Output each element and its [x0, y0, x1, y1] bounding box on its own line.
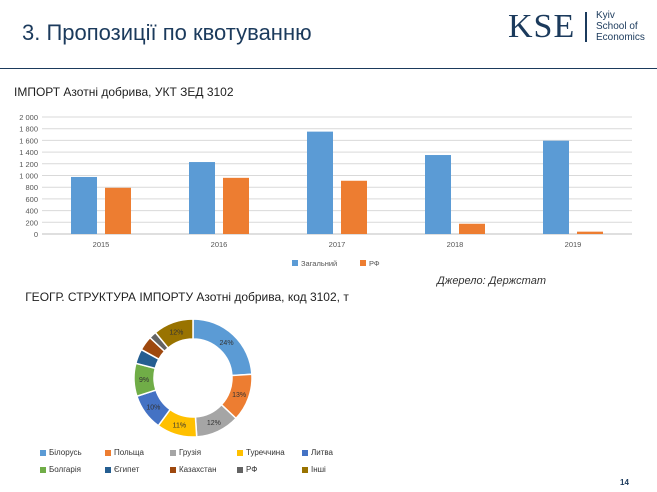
logo-line-1: Kyiv: [596, 10, 615, 21]
x-tick-label: 2016: [211, 240, 228, 249]
y-tick-label: 400: [25, 207, 38, 216]
x-tick-label: 2015: [93, 240, 110, 249]
legend-label: Інші: [311, 465, 326, 474]
legend-label: Казахстан: [179, 465, 217, 474]
bar-2015-0: [71, 176, 97, 234]
legend-swatch: [40, 449, 46, 456]
legend-item: Грузія: [170, 448, 201, 457]
slice-label: 24%: [220, 340, 234, 347]
legend-label: Польща: [114, 448, 144, 457]
page-number: 14: [620, 478, 629, 487]
logo-divider: [585, 12, 587, 42]
y-tick-label: 200: [25, 218, 38, 227]
legend-swatch: [237, 449, 243, 456]
x-tick-label: 2017: [329, 240, 346, 249]
legend-label: Білорусь: [49, 448, 82, 457]
bar-2018-1: [459, 223, 485, 234]
y-tick-label: 1 200: [19, 160, 38, 169]
legend-item: РФ: [237, 465, 257, 474]
legend-label: РФ: [246, 465, 258, 474]
y-tick-label: 1 000: [19, 172, 38, 181]
logo-text: Kyiv School of Economics: [596, 10, 645, 43]
y-tick-label: 600: [25, 195, 38, 204]
slice-label: 9%: [139, 377, 149, 384]
legend-swatch: [170, 466, 176, 473]
slice-label: 11%: [173, 423, 187, 430]
legend-item: Білорусь: [40, 448, 82, 457]
bar-2015-1: [105, 187, 131, 234]
geo-donut-chart: 24% 13% 12% 11% 10% 9% 12%: [133, 318, 253, 438]
legend-label: Туреччина: [246, 448, 285, 457]
legend-swatch: [360, 260, 366, 266]
header-divider: [0, 68, 657, 69]
legend-label: Литва: [311, 448, 333, 457]
logo-line-2: School of: [596, 21, 638, 32]
legend-item: Болгарія: [40, 465, 81, 474]
kse-logo: KSE Kyiv School of Economics: [508, 6, 648, 46]
source-note: Джерело: Держстат: [437, 275, 546, 287]
y-tick-label: 1 800: [19, 125, 38, 134]
bar-2017-1: [341, 180, 367, 234]
slice-label: 13%: [232, 392, 246, 399]
slice-label: 10%: [146, 404, 160, 411]
slide-title: 3. Пропозиції по квотуванню: [22, 20, 312, 45]
logo-mark: KSE: [508, 8, 576, 45]
legend-item: Єгипет: [105, 465, 139, 474]
bar-2016-1: [223, 177, 249, 234]
y-tick-label: 0: [34, 230, 38, 239]
legend-item: Казахстан: [170, 465, 217, 474]
legend-swatch: [302, 466, 308, 473]
y-tick-label: 800: [25, 183, 38, 192]
donut-chart-title: ГЕОГР. СТРУКТУРА ІМПОРТУ Азотні добрива,…: [25, 290, 349, 304]
bar-2019-1: [577, 231, 603, 234]
y-tick-label: 2 000: [19, 113, 38, 122]
y-tick-label: 1 400: [19, 148, 38, 157]
legend-label: Грузія: [179, 448, 202, 457]
legend-swatch: [105, 466, 111, 473]
legend-swatch: [237, 466, 243, 473]
slice-Інші: [154, 318, 194, 350]
legend-swatch: [40, 466, 46, 473]
legend-swatch: [292, 260, 298, 266]
legend-label: Загальний: [301, 259, 337, 268]
slice-label: 12%: [207, 420, 221, 427]
bar-2017-0: [307, 131, 333, 234]
legend-swatch: [302, 449, 308, 456]
bar-2018-0: [425, 155, 451, 234]
legend-label: Болгарія: [49, 465, 81, 474]
logo-line-3: Economics: [596, 32, 645, 43]
legend-label: РФ: [369, 259, 380, 268]
legend-item: Інші: [302, 465, 326, 474]
legend-swatch: [105, 449, 111, 456]
x-tick-label: 2019: [565, 240, 582, 249]
legend-item: Литва: [302, 448, 333, 457]
legend-label: Єгипет: [114, 465, 140, 474]
bar-2019-0: [543, 140, 569, 234]
bar-chart-title: ІМПОРТ Азотні добрива, УКТ ЗЕД 3102: [14, 85, 234, 99]
legend-item: Польща: [105, 448, 144, 457]
import-bar-chart: 0 200 400 600 800 1 000 1 200 1 400 1 600 1 800 2 …: [19, 113, 632, 268]
x-tick-label: 2018: [447, 240, 464, 249]
bar-2016-0: [189, 162, 215, 234]
legend-swatch: [170, 449, 176, 456]
y-tick-label: 1 600: [19, 136, 38, 145]
legend-item: Туреччина: [237, 448, 285, 457]
slice-label: 12%: [169, 329, 183, 336]
slice-Білорусь: [192, 318, 253, 377]
